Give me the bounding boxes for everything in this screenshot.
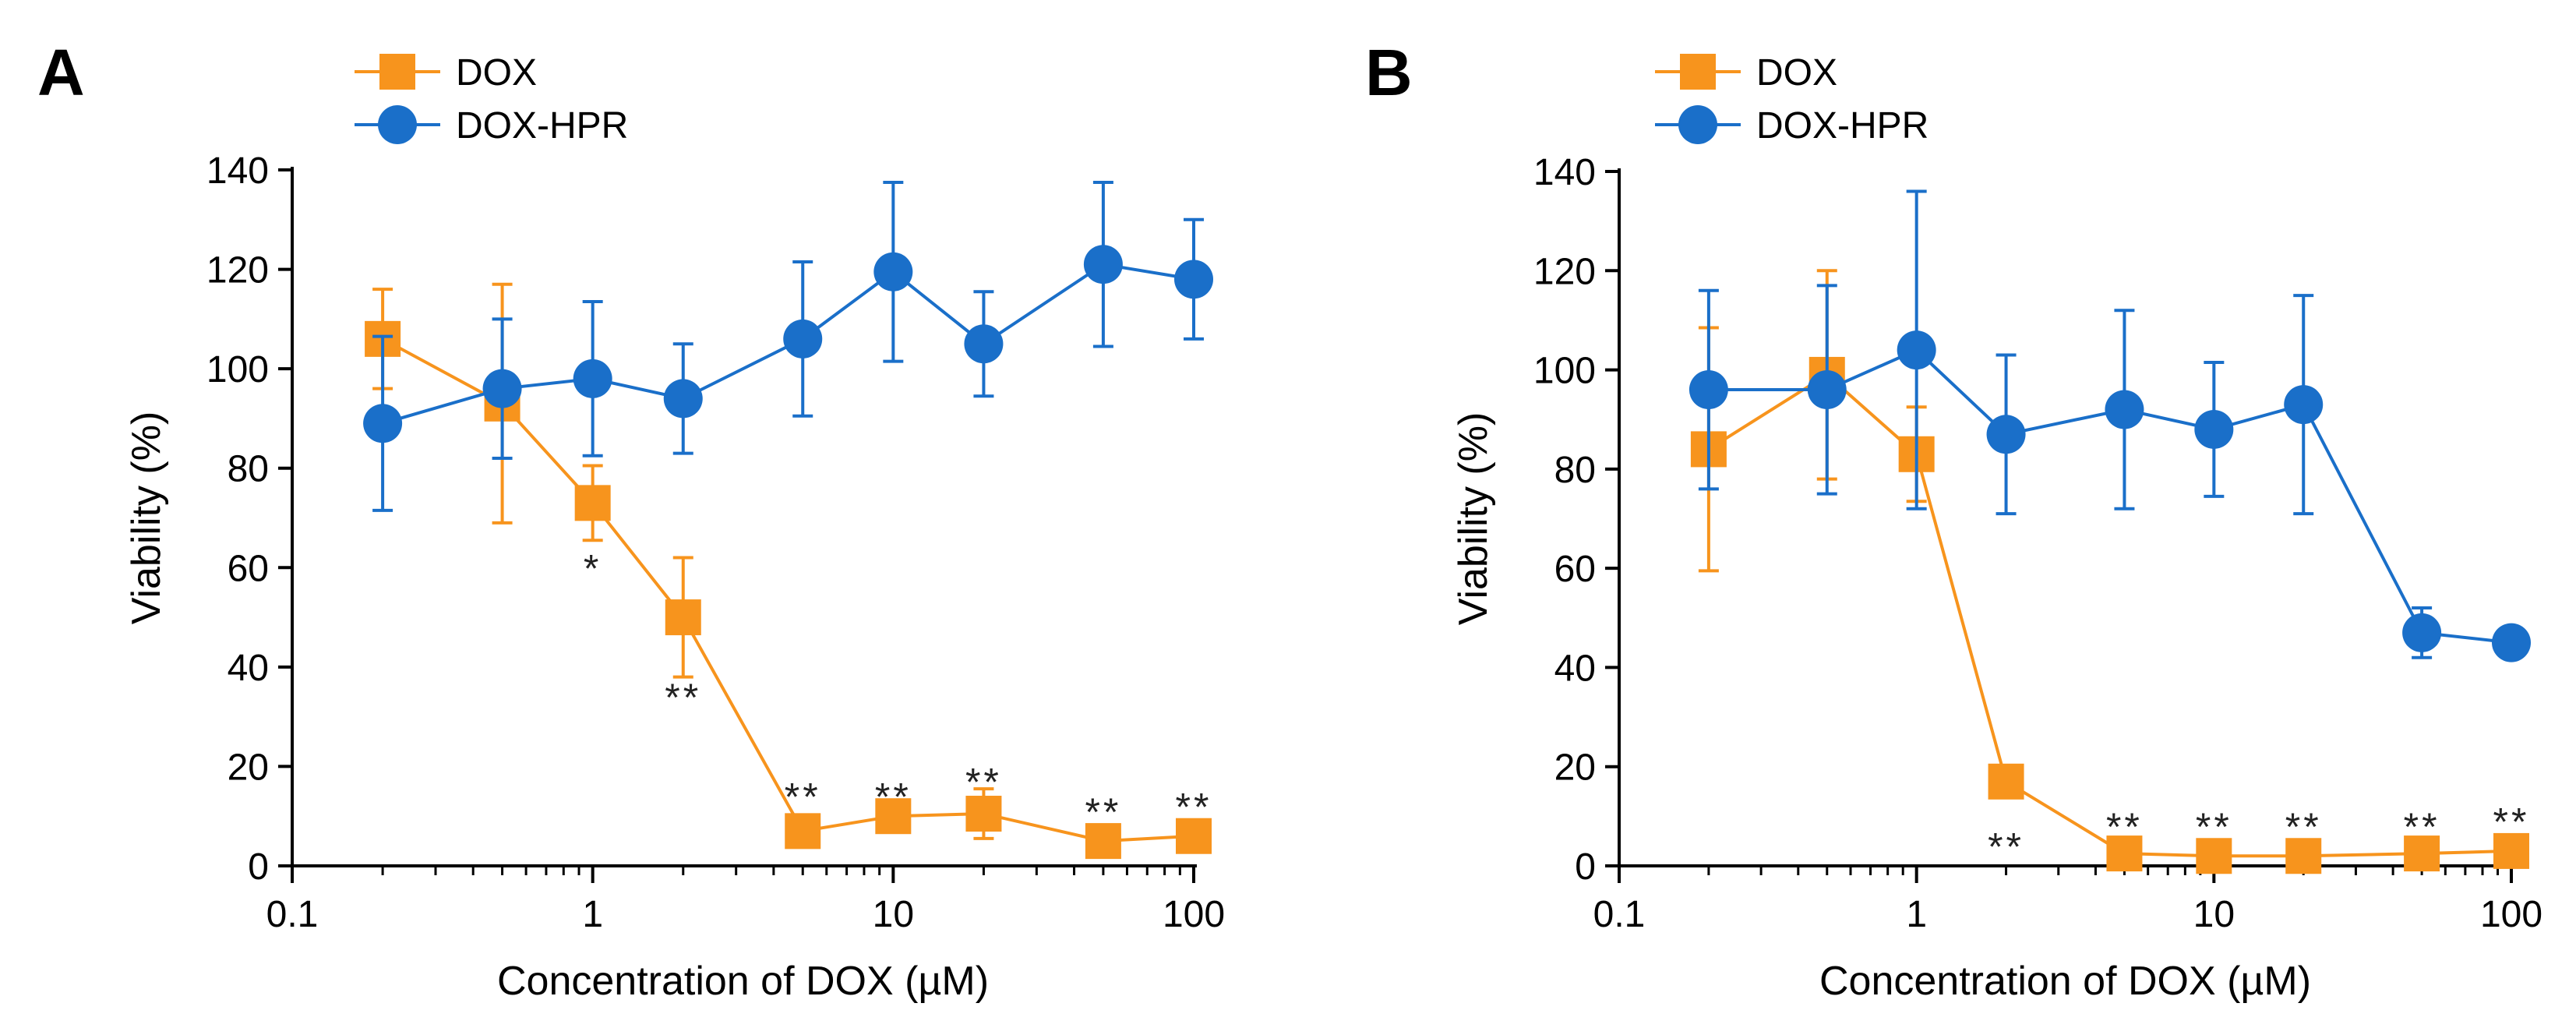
legend-label: DOX (1756, 52, 1837, 94)
data-point (2404, 835, 2440, 872)
significance-marker: ** (2404, 805, 2440, 849)
y-tick-label: 60 (1554, 549, 1596, 590)
data-point (2285, 838, 2322, 874)
data-point (665, 599, 701, 636)
y-tick-label: 100 (206, 349, 269, 390)
x-tick-label: 10 (873, 894, 914, 935)
series-dox (1690, 269, 2529, 874)
legend-entry: DOX (355, 52, 537, 94)
series-dox-hpr (1689, 189, 2531, 662)
legend-marker (378, 105, 417, 144)
legend-entry: DOX-HPR (1655, 105, 1928, 147)
x-tick-label: 100 (1163, 894, 1225, 935)
data-point (2402, 613, 2442, 652)
significance-marker: ** (2106, 805, 2143, 849)
y-tick-label: 100 (1533, 351, 1596, 392)
x-axis-label: Concentration of DOX (µM) (1819, 959, 2311, 1004)
data-point (482, 369, 522, 408)
data-point (2105, 390, 2144, 429)
significance-marker: ** (1176, 785, 1212, 828)
x-tick-label: 10 (2193, 894, 2235, 935)
y-tick-label: 120 (1533, 251, 1596, 292)
data-point (663, 379, 703, 419)
y-tick-label: 60 (228, 548, 269, 589)
data-point (1807, 370, 1847, 410)
significance-marker: ** (665, 676, 701, 719)
data-point (2492, 623, 2531, 662)
x-axis-label: Concentration of DOX (µM) (497, 959, 989, 1004)
data-point (1988, 763, 2024, 800)
data-point (2194, 409, 2234, 449)
data-point (2284, 385, 2324, 425)
data-point (1986, 415, 2026, 454)
panel-label: A (37, 36, 85, 109)
x-tick-label: 100 (2480, 894, 2542, 935)
y-tick-label: 0 (1575, 846, 1596, 888)
data-point (1689, 370, 1728, 410)
y-axis-label: Viability (%) (1451, 412, 1496, 626)
data-point (1174, 260, 1213, 299)
data-point (873, 252, 913, 291)
panel-a: A 0 20 40 60 80 100 120 140 0.1 1 10 100 Concentratio… (37, 36, 1225, 1004)
series-dox-hpr (363, 180, 1213, 512)
y-tick-label: 140 (206, 150, 269, 192)
data-point (363, 404, 403, 443)
y-tick-label: 80 (1554, 450, 1596, 491)
significance-marker: * (584, 546, 602, 590)
significance-marker: ** (875, 775, 912, 819)
significance-marker: ** (1988, 825, 2024, 869)
y-tick-label: 80 (228, 449, 269, 490)
data-point (1085, 823, 1121, 860)
significance-marker: ** (2196, 805, 2232, 849)
data-point (965, 796, 1002, 832)
data-point (573, 359, 612, 398)
data-point (1176, 818, 1212, 854)
panel-b: B 0 20 40 60 80 100 120 140 0.1 1 10 100 Concentratio… (1365, 36, 2542, 1004)
legend-entry: DOX (1655, 52, 1837, 94)
significance-marker: ** (1085, 790, 1121, 834)
y-tick-label: 40 (228, 648, 269, 689)
data-point (785, 813, 821, 850)
significance-marker: ** (965, 761, 1002, 804)
data-point (2196, 838, 2232, 874)
legend-marker (1678, 105, 1717, 144)
data-point (1083, 245, 1123, 284)
x-tick-label: 1 (582, 894, 603, 935)
x-tick-label: 0.1 (266, 894, 319, 935)
data-point (2106, 835, 2143, 872)
y-tick-label: 120 (206, 250, 269, 291)
legend-marker (379, 54, 415, 90)
data-point (875, 798, 912, 835)
x-tick-label: 1 (1906, 894, 1927, 935)
data-point (574, 485, 611, 521)
y-tick-label: 20 (1554, 747, 1596, 789)
legend-marker (1680, 54, 1716, 90)
y-tick-label: 20 (228, 747, 269, 788)
significance-marker: ** (2493, 800, 2530, 844)
data-point (2493, 832, 2529, 869)
significance-marker: ** (2285, 805, 2322, 849)
y-tick-label: 140 (1533, 152, 1596, 193)
panel-label: B (1365, 36, 1413, 109)
y-tick-label: 0 (248, 846, 269, 888)
legend-label: DOX-HPR (456, 105, 628, 147)
x-tick-label: 0.1 (1593, 894, 1646, 935)
significance-marker: ** (785, 775, 821, 819)
data-point (964, 324, 1004, 364)
legend-label: DOX (456, 52, 537, 94)
y-tick-label: 40 (1554, 648, 1596, 689)
legend-entry: DOX-HPR (355, 105, 628, 147)
y-axis-label: Viability (%) (124, 412, 169, 625)
legend-label: DOX-HPR (1756, 105, 1928, 147)
data-point (783, 319, 823, 359)
data-point (1897, 330, 1936, 370)
